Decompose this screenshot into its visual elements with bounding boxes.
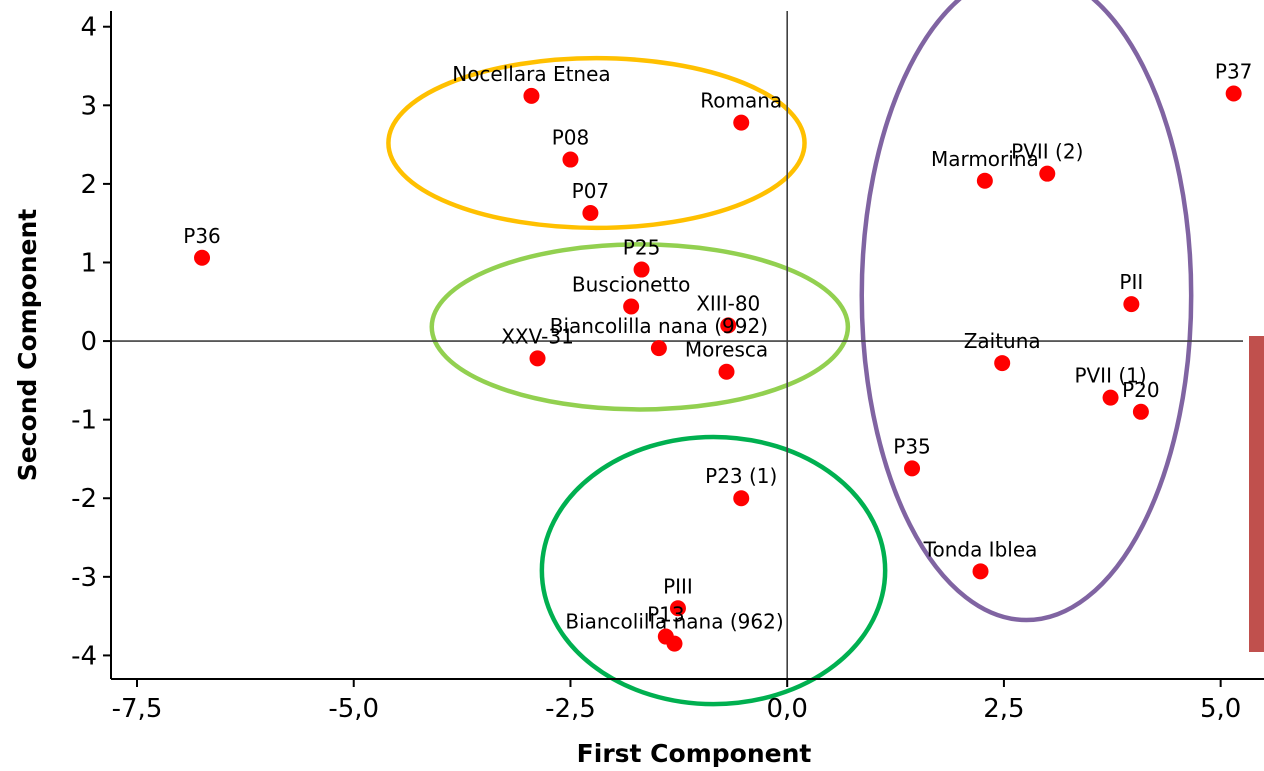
- y-tick-label: 4: [80, 13, 97, 43]
- point-label: Tonda Iblea: [923, 537, 1038, 561]
- data-point: [669, 600, 686, 617]
- y-tick-label: 1: [80, 248, 97, 278]
- data-point: [994, 355, 1011, 372]
- point-label: Biancolilla nana (962): [565, 610, 783, 634]
- data-point: [733, 490, 750, 507]
- y-tick-label: -4: [71, 641, 97, 671]
- y-tick-label: 2: [80, 170, 97, 200]
- data-point: [1039, 165, 1056, 182]
- data-point: [666, 635, 683, 652]
- data-point: [976, 172, 993, 189]
- ellipses-layer: [386, 0, 1194, 707]
- group-ellipse: [429, 242, 851, 412]
- point-label: P07: [572, 179, 610, 203]
- point-label: P35: [893, 434, 931, 458]
- x-tick-label: -7,5: [112, 694, 163, 724]
- data-point: [733, 114, 750, 131]
- data-point: [1123, 296, 1140, 313]
- y-tick-label: -1: [71, 406, 97, 436]
- point-label: Buscionetto: [572, 272, 691, 296]
- data-point: [194, 249, 211, 266]
- point-label: Romana: [700, 89, 782, 113]
- point-label: P20: [1122, 378, 1160, 402]
- point-label: P08: [552, 126, 590, 150]
- points-layer: [194, 85, 1242, 652]
- data-point: [904, 460, 921, 477]
- labels-layer: Nocellara Etnea Romana P08 P07 P36 P25 Buscion…: [183, 60, 1252, 634]
- point-label: PVII (2): [1011, 140, 1083, 164]
- point-label: P23 (1): [705, 464, 777, 488]
- data-point: [1132, 403, 1149, 420]
- data-point: [650, 340, 667, 357]
- x-tick-label: 5,0: [1200, 694, 1241, 724]
- group-ellipse: [386, 55, 807, 231]
- data-point: [1102, 389, 1119, 406]
- point-label: P13: [647, 603, 685, 627]
- data-point: [623, 298, 640, 315]
- x-tick-label: 0,0: [767, 694, 808, 724]
- data-point: [582, 204, 599, 221]
- point-label: XXV-31: [501, 324, 574, 348]
- x-tick-label: 2,5: [983, 694, 1024, 724]
- data-point: [529, 350, 546, 367]
- x-tick-label: -2,5: [545, 694, 596, 724]
- data-point: [633, 261, 650, 278]
- y-axis-title: Second Component: [13, 209, 42, 482]
- data-point: [562, 151, 579, 168]
- y-tick-label: -2: [71, 484, 97, 514]
- group-ellipse: [859, 0, 1194, 623]
- x-ticks: -7,5 -5,0 -2,5 0,0 2,5 5,0: [112, 679, 1241, 724]
- point-label: Marmorina: [931, 147, 1039, 171]
- side-bar: [1249, 336, 1264, 652]
- x-axis-title: First Component: [577, 739, 812, 768]
- point-label: P36: [183, 224, 221, 248]
- y-ticks: 4 3 2 1 0 -1 -2 -3 -4: [71, 13, 111, 671]
- point-label: PVII (1): [1074, 364, 1146, 388]
- x-tick-label: -5,0: [328, 694, 379, 724]
- point-label: Nocellara Etnea: [452, 62, 610, 86]
- point-label: Moresca: [685, 338, 768, 362]
- data-point: [972, 563, 989, 580]
- data-point: [1225, 85, 1242, 102]
- point-label: Biancolilla nana (992): [550, 314, 768, 338]
- data-point: [718, 363, 735, 380]
- y-tick-label: 0: [80, 327, 97, 357]
- point-label: P25: [623, 236, 661, 260]
- point-label: P37: [1215, 60, 1253, 84]
- point-label: Zaituna: [964, 329, 1041, 353]
- y-tick-label: 3: [80, 91, 97, 121]
- group-ellipse: [539, 434, 888, 707]
- point-label: XIII-80: [696, 291, 760, 315]
- point-label: PIII: [663, 574, 693, 598]
- data-point: [523, 87, 540, 104]
- y-tick-label: -3: [71, 563, 97, 593]
- data-point: [720, 317, 737, 334]
- point-label: PII: [1119, 270, 1143, 294]
